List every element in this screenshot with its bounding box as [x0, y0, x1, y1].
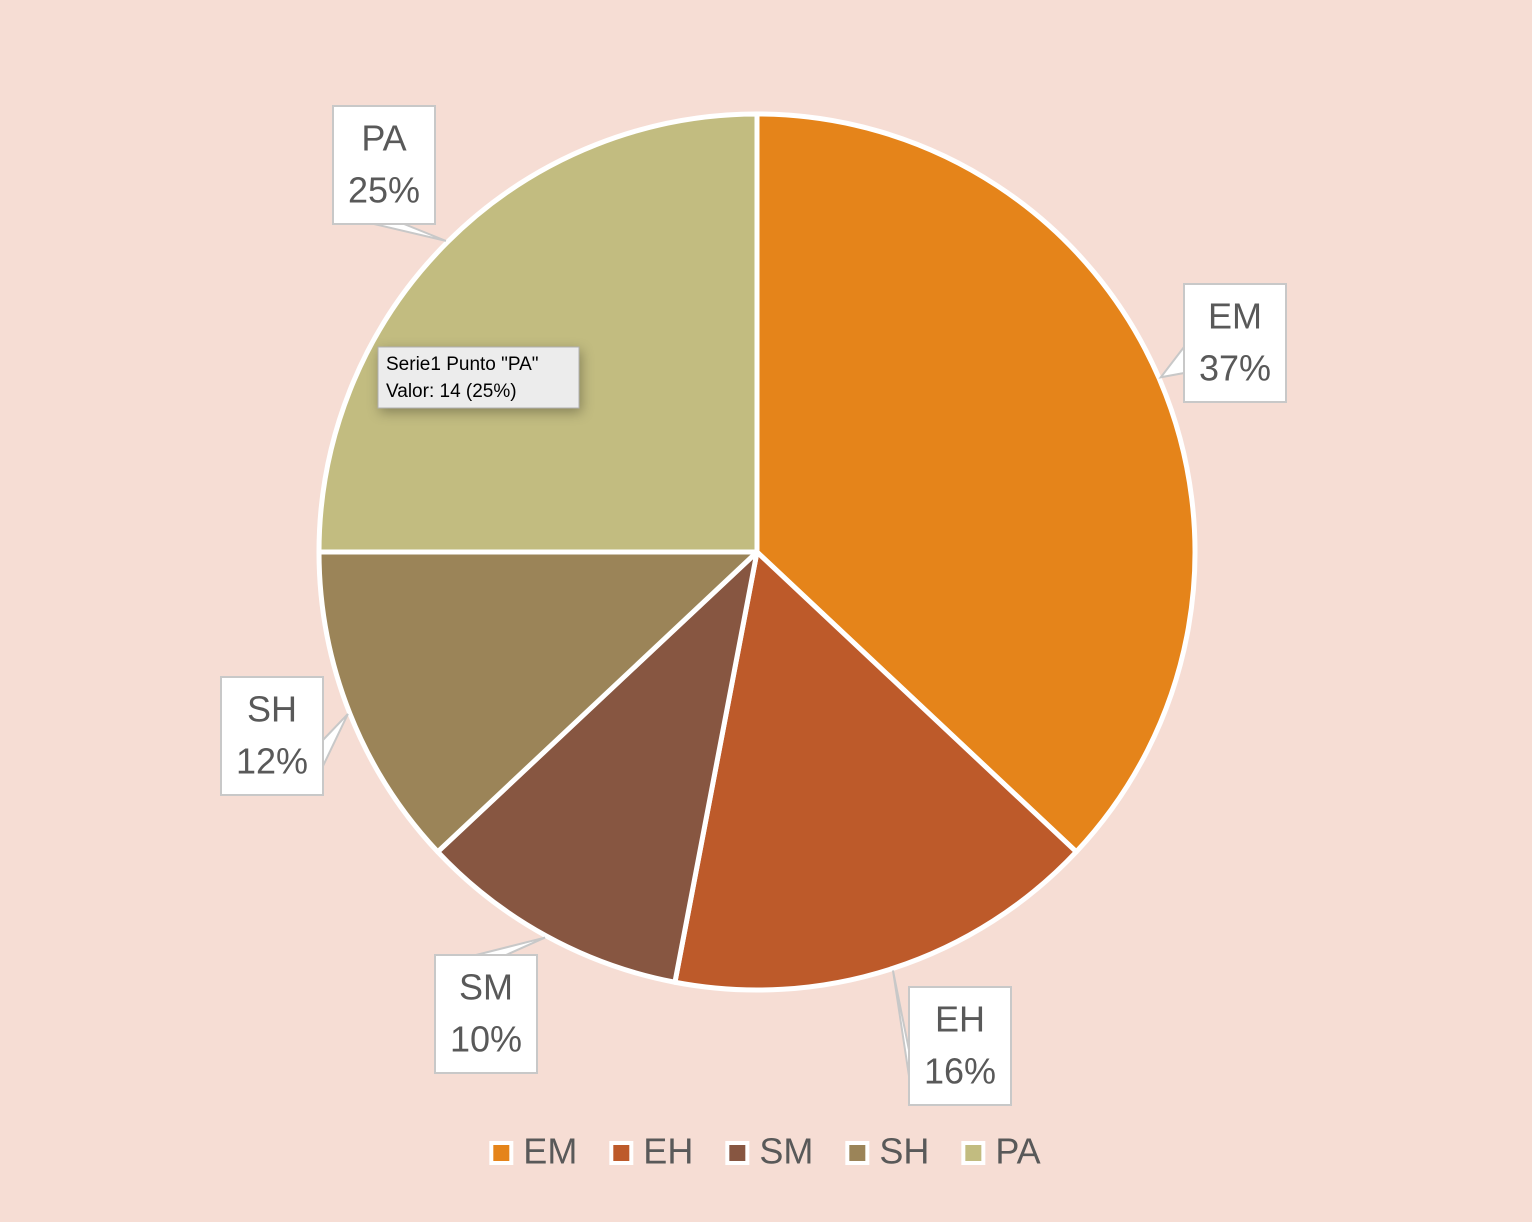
legend-swatch	[845, 1141, 870, 1165]
legend-label: PA	[995, 1131, 1040, 1172]
pie-slice	[316, 549, 760, 855]
legend-item: SM	[725, 1131, 813, 1172]
tooltip-text: Valor: 14 (25%)	[386, 381, 517, 402]
label-category: SM	[459, 967, 513, 1008]
legend-label: SM	[759, 1131, 813, 1172]
data-labels: EM 37% EH 16% SM 10% SH 12% PA 25%	[220, 105, 1287, 1106]
label-box	[332, 105, 436, 225]
tooltip-title: Serie1 Punto "PA"	[386, 354, 539, 375]
legend-swatch	[961, 1141, 986, 1165]
legend-swatch	[725, 1141, 750, 1165]
pie	[316, 111, 1198, 993]
label-value: 37%	[1199, 348, 1271, 389]
label-category: EM	[1208, 296, 1262, 337]
legend-swatch	[489, 1141, 514, 1165]
label-value: 25%	[348, 170, 420, 211]
legend: EM EH SM SH PA	[489, 1131, 1041, 1172]
label-box	[908, 986, 1012, 1106]
label-category: PA	[361, 118, 406, 159]
tooltip-box	[377, 346, 580, 409]
label-value: 10%	[450, 1019, 522, 1060]
pie-slice	[672, 549, 1079, 993]
label-box	[434, 954, 538, 1074]
legend-item: PA	[961, 1131, 1041, 1172]
legend-label: EM	[523, 1131, 577, 1172]
tooltip: Serie1 Punto "PA" Valor: 14 (25%)	[377, 346, 580, 409]
label-box	[220, 676, 324, 796]
legend-swatch	[609, 1141, 634, 1165]
pie-slice	[316, 111, 760, 555]
label-value: 16%	[924, 1051, 996, 1092]
label-category: EH	[935, 999, 985, 1040]
pie-slice	[435, 549, 760, 985]
legend-label: EH	[643, 1131, 693, 1172]
label-category: SH	[247, 689, 297, 730]
label-value: 12%	[236, 741, 308, 782]
legend-item: EH	[609, 1131, 693, 1172]
label-box	[1183, 283, 1287, 403]
legend-label: SH	[879, 1131, 929, 1172]
legend-item: SH	[845, 1131, 929, 1172]
pie-slice	[754, 111, 1198, 855]
legend-item: EM	[489, 1131, 577, 1172]
